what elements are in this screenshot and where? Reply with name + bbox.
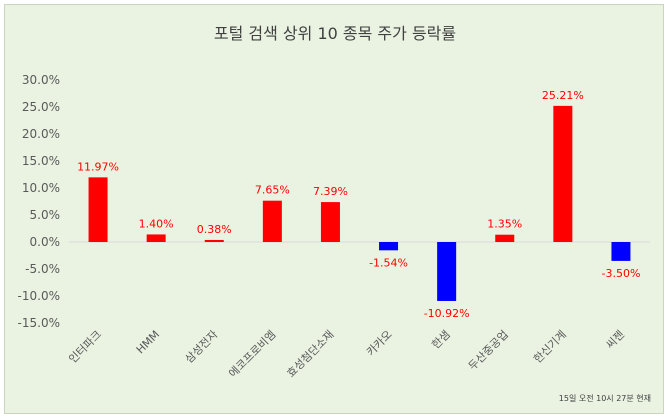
bar — [495, 234, 515, 242]
bar — [146, 234, 166, 242]
y-tick-label: 20.0% — [22, 127, 60, 141]
data-label: 11.97% — [77, 160, 119, 173]
x-tick-label: 두산중공업 — [466, 328, 511, 373]
bar — [611, 242, 631, 261]
x-tick-label: 효성첨단소재 — [284, 328, 336, 380]
data-label: -10.92% — [424, 307, 470, 320]
y-tick-label: 25.0% — [22, 100, 60, 114]
chart-container: 포털 검색 상위 10 종목 주가 등락률 30.0% 25.0% 20.0% 15.… — [4, 4, 664, 414]
y-tick-label: 10.0% — [22, 181, 60, 195]
timestamp-note: 15일 오전 10시 27분 현재 — [559, 393, 651, 403]
bar-chart: 포털 검색 상위 10 종목 주가 등락률 30.0% 25.0% 20.0% 15.… — [18, 24, 651, 403]
data-label: 0.38% — [197, 223, 232, 236]
data-label: 1.40% — [139, 217, 174, 230]
bar — [553, 105, 573, 242]
bar — [204, 239, 224, 242]
y-tick-label: -10.0% — [18, 289, 60, 303]
bar — [437, 242, 457, 301]
bar — [379, 242, 399, 251]
x-tick-label: 인터파크 — [66, 328, 104, 366]
bar — [88, 177, 108, 242]
data-label: 7.65% — [255, 184, 290, 197]
x-tick-label: 삼성전자 — [183, 328, 221, 366]
x-axis: 인터파크 HMM 삼성전자 에코프로비엠 효성첨단소재 카카오 한샘 두산중공업 한신기계 씨젠 — [66, 328, 627, 380]
y-tick-label: 15.0% — [22, 154, 60, 168]
y-tick-label: 5.0% — [30, 208, 61, 222]
data-label: 1.35% — [487, 218, 522, 231]
x-tick-label: 카카오 — [364, 328, 395, 359]
y-tick-label: -15.0% — [18, 316, 60, 330]
y-tick-label: 0.0% — [30, 235, 61, 249]
chart-title: 포털 검색 상위 10 종목 주가 등락률 — [214, 24, 456, 43]
x-tick-label: 한신기계 — [531, 328, 569, 366]
data-label: -1.54% — [369, 256, 408, 269]
y-tick-label: 30.0% — [22, 73, 60, 87]
x-tick-label: 한샘 — [429, 328, 453, 352]
data-label: 25.21% — [542, 89, 584, 102]
x-tick-label: HMM — [134, 328, 162, 356]
y-tick-label: -5.0% — [25, 262, 60, 276]
bars-group — [88, 105, 631, 301]
bar — [262, 200, 282, 242]
data-label: -3.50% — [601, 267, 640, 280]
bar — [320, 202, 340, 242]
x-tick-label: 씨젠 — [604, 328, 628, 352]
data-label: 7.39% — [313, 185, 348, 198]
data-labels-group: 11.97% 1.40% 0.38% 7.65% 7.39% -1.54% -10.92% 1… — [77, 89, 640, 320]
y-axis: 30.0% 25.0% 20.0% 15.0% 10.0% 5.0% 0.0% -5.0% -1… — [18, 73, 60, 330]
x-tick-label: 에코프로비엠 — [226, 328, 278, 380]
